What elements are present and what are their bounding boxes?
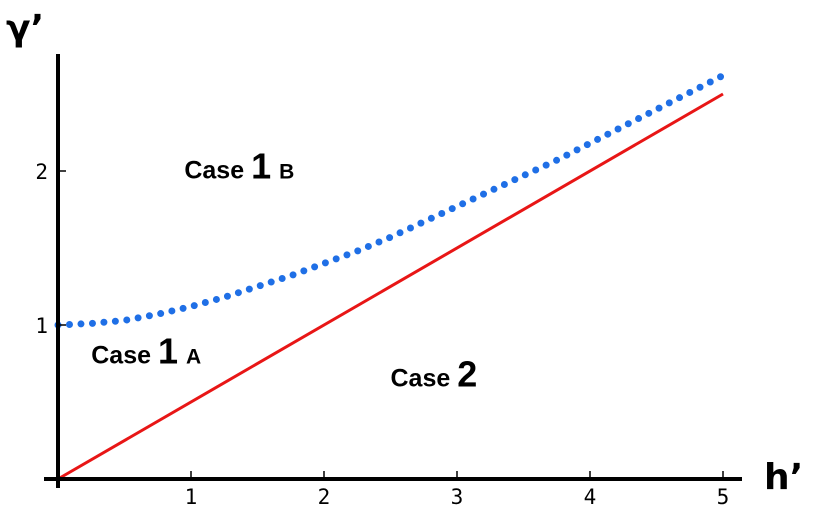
region-label: Case 2 xyxy=(391,354,478,395)
series-layer xyxy=(54,72,727,481)
x-tick-label: 2 xyxy=(318,485,331,509)
x-tick-label: 3 xyxy=(451,485,464,509)
solid-boundary-line xyxy=(57,92,724,481)
x-tick-label: 1 xyxy=(185,485,198,509)
ticks-layer: 1 2 3 4 5 1 2 xyxy=(35,160,729,509)
x-tick-label: 5 xyxy=(717,485,730,509)
dotted-boundary-curve xyxy=(54,72,727,329)
y-axis-label: γ’ xyxy=(6,8,44,49)
x-axis-label: h’ xyxy=(764,457,803,498)
x-tick-label: 4 xyxy=(584,485,597,509)
y-tick-label: 2 xyxy=(35,160,48,184)
y-tick-label: 1 xyxy=(35,314,48,338)
annotations-layer: Case 1 B Case 1 A Case 2 xyxy=(91,146,477,395)
